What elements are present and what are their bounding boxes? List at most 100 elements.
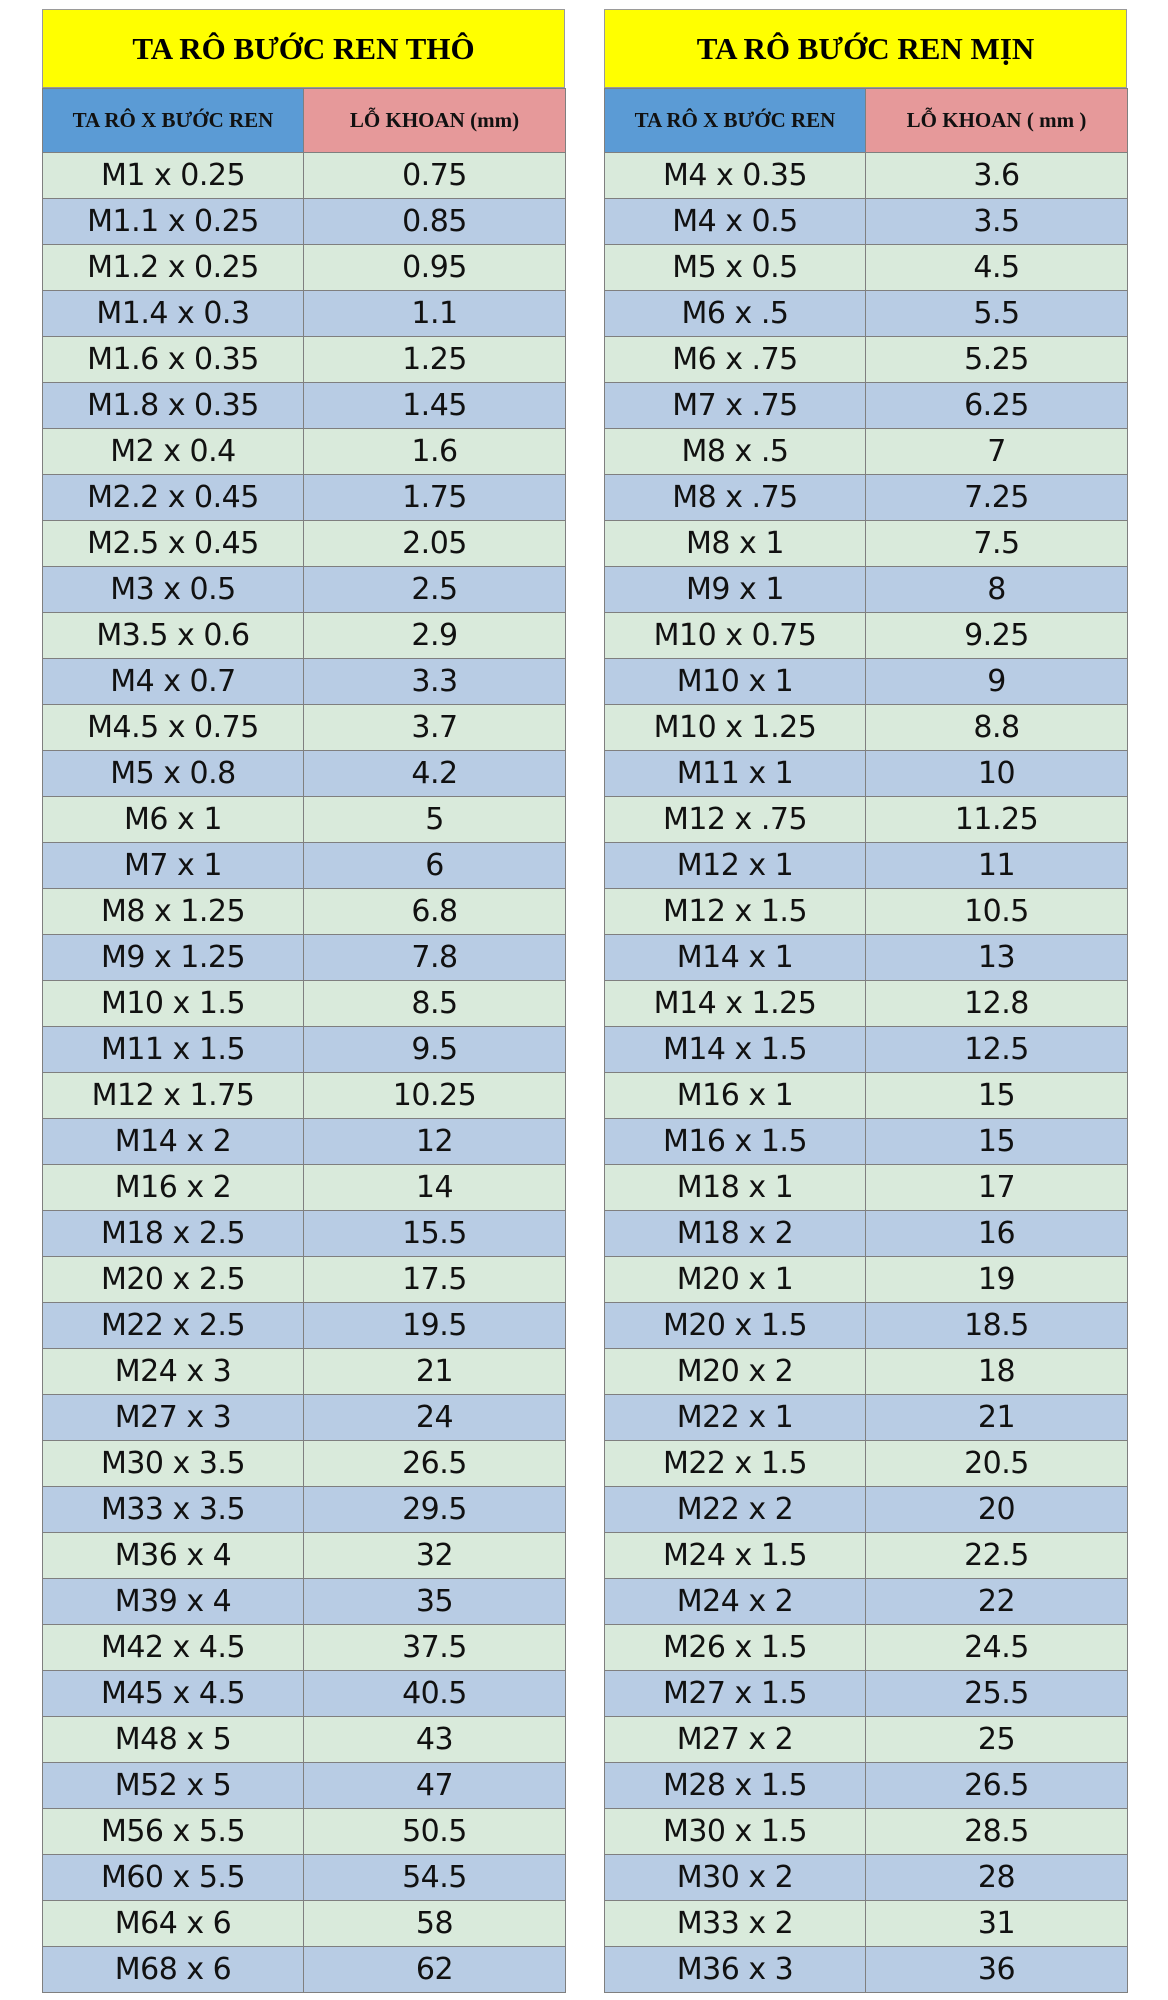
tap-size-cell: M22 x 2 <box>604 1486 866 1533</box>
tap-size-cell: M20 x 2.5 <box>42 1256 304 1303</box>
coarse-table-body: M1 x 0.25 0.75 M1.1 x 0.25 0.85 M1.2 x 0.25 0… <box>42 152 566 1993</box>
table-row: M1.2 x 0.25 0.95 <box>42 244 566 291</box>
tap-size-cell: M1 x 0.25 <box>42 152 304 199</box>
tap-size-cell: M30 x 3.5 <box>42 1440 304 1487</box>
drill-size-cell: 10.5 <box>865 888 1128 935</box>
drill-size-cell: 21 <box>865 1394 1128 1441</box>
drill-size-cell: 24.5 <box>865 1624 1128 1671</box>
drill-size-cell: 24 <box>303 1394 566 1441</box>
drill-size-cell: 62 <box>303 1946 566 1993</box>
table-row: M14 x 1 13 <box>604 934 1128 981</box>
table-row: M4 x 0.5 3.5 <box>604 198 1128 245</box>
drill-size-cell: 37.5 <box>303 1624 566 1671</box>
tap-size-cell: M18 x 2 <box>604 1210 866 1257</box>
table-row: M7 x .75 6.25 <box>604 382 1128 429</box>
tap-size-cell: M3 x 0.5 <box>42 566 304 613</box>
table-row: M10 x 1.5 8.5 <box>42 980 566 1027</box>
fine-thread-panel: TA RÔ BƯỚC REN MỊN TA RÔ X BƯỚC REN LỖ K… <box>604 9 1128 1993</box>
tap-size-cell: M16 x 1 <box>604 1072 866 1119</box>
table-row: M3 x 0.5 2.5 <box>42 566 566 613</box>
table-row: M33 x 3.5 29.5 <box>42 1486 566 1533</box>
tap-size-cell: M27 x 3 <box>42 1394 304 1441</box>
tap-size-cell: M14 x 2 <box>42 1118 304 1165</box>
coarse-thread-panel: TA RÔ BƯỚC REN THÔ TA RÔ X BƯỚC REN LỖ K… <box>42 9 566 1993</box>
drill-size-cell: 10.25 <box>303 1072 566 1119</box>
drill-size-cell: 26.5 <box>303 1440 566 1487</box>
table-row: M14 x 1.5 12.5 <box>604 1026 1128 1073</box>
drill-size-cell: 19.5 <box>303 1302 566 1349</box>
drill-size-cell: 8.5 <box>303 980 566 1027</box>
tap-size-cell: M2 x 0.4 <box>42 428 304 475</box>
table-row: M16 x 2 14 <box>42 1164 566 1211</box>
drill-size-cell: 15 <box>865 1118 1128 1165</box>
fine-header-row: TA RÔ X BƯỚC REN LỖ KHOAN ( mm ) <box>604 88 1128 153</box>
drill-size-cell: 26.5 <box>865 1762 1128 1809</box>
table-row: M18 x 2 16 <box>604 1210 1128 1257</box>
table-row: M9 x 1.25 7.8 <box>42 934 566 981</box>
tap-size-cell: M68 x 6 <box>42 1946 304 1993</box>
table-row: M18 x 1 17 <box>604 1164 1128 1211</box>
drill-size-cell: 8 <box>865 566 1128 613</box>
table-row: M24 x 3 21 <box>42 1348 566 1395</box>
drill-size-cell: 2.9 <box>303 612 566 659</box>
table-row: M4 x 0.35 3.6 <box>604 152 1128 199</box>
tap-size-cell: M11 x 1.5 <box>42 1026 304 1073</box>
drill-size-cell: 9.5 <box>303 1026 566 1073</box>
tap-size-cell: M10 x 1 <box>604 658 866 705</box>
table-row: M18 x 2.5 15.5 <box>42 1210 566 1257</box>
table-row: M30 x 3.5 26.5 <box>42 1440 566 1487</box>
table-row: M30 x 1.5 28.5 <box>604 1808 1128 1855</box>
tap-size-cell: M9 x 1 <box>604 566 866 613</box>
tap-size-cell: M18 x 1 <box>604 1164 866 1211</box>
tap-size-cell: M30 x 1.5 <box>604 1808 866 1855</box>
table-row: M5 x 0.5 4.5 <box>604 244 1128 291</box>
tap-size-cell: M12 x 1.5 <box>604 888 866 935</box>
tap-size-cell: M42 x 4.5 <box>42 1624 304 1671</box>
tap-size-cell: M3.5 x 0.6 <box>42 612 304 659</box>
drill-size-cell: 12.8 <box>865 980 1128 1027</box>
table-row: M11 x 1 10 <box>604 750 1128 797</box>
tap-size-cell: M33 x 2 <box>604 1900 866 1947</box>
table-row: M2.5 x 0.45 2.05 <box>42 520 566 567</box>
table-row: M12 x 1.5 10.5 <box>604 888 1128 935</box>
table-row: M22 x 1 21 <box>604 1394 1128 1441</box>
table-row: M36 x 3 36 <box>604 1946 1128 1993</box>
drill-size-cell: 1.45 <box>303 382 566 429</box>
tap-size-cell: M8 x .5 <box>604 428 866 475</box>
drill-size-cell: 17.5 <box>303 1256 566 1303</box>
tap-size-cell: M52 x 5 <box>42 1762 304 1809</box>
tap-size-cell: M60 x 5.5 <box>42 1854 304 1901</box>
table-row: M28 x 1.5 26.5 <box>604 1762 1128 1809</box>
drill-size-cell: 15.5 <box>303 1210 566 1257</box>
tap-size-cell: M16 x 1.5 <box>604 1118 866 1165</box>
tap-size-cell: M9 x 1.25 <box>42 934 304 981</box>
table-row: M26 x 1.5 24.5 <box>604 1624 1128 1671</box>
table-row: M1.4 x 0.3 1.1 <box>42 290 566 337</box>
table-row: M22 x 2 20 <box>604 1486 1128 1533</box>
tap-size-cell: M11 x 1 <box>604 750 866 797</box>
drill-size-cell: 7 <box>865 428 1128 475</box>
tap-size-cell: M36 x 3 <box>604 1946 866 1993</box>
drill-size-cell: 6 <box>303 842 566 889</box>
coarse-col-tap-header: TA RÔ X BƯỚC REN <box>42 88 304 153</box>
tap-size-cell: M6 x .5 <box>604 290 866 337</box>
drill-size-cell: 3.5 <box>865 198 1128 245</box>
tap-size-cell: M14 x 1.25 <box>604 980 866 1027</box>
drill-size-cell: 1.75 <box>303 474 566 521</box>
table-row: M24 x 1.5 22.5 <box>604 1532 1128 1579</box>
drill-size-cell: 13 <box>865 934 1128 981</box>
drill-size-cell: 35 <box>303 1578 566 1625</box>
drill-size-cell: 3.7 <box>303 704 566 751</box>
tap-size-cell: M20 x 2 <box>604 1348 866 1395</box>
drill-size-cell: 31 <box>865 1900 1128 1947</box>
drill-size-cell: 16 <box>865 1210 1128 1257</box>
table-row: M5 x 0.8 4.2 <box>42 750 566 797</box>
table-row: M14 x 2 12 <box>42 1118 566 1165</box>
drill-size-cell: 7.25 <box>865 474 1128 521</box>
table-row: M8 x 1 7.5 <box>604 520 1128 567</box>
table-row: M1.1 x 0.25 0.85 <box>42 198 566 245</box>
drill-size-cell: 18 <box>865 1348 1128 1395</box>
drill-size-cell: 5.5 <box>865 290 1128 337</box>
